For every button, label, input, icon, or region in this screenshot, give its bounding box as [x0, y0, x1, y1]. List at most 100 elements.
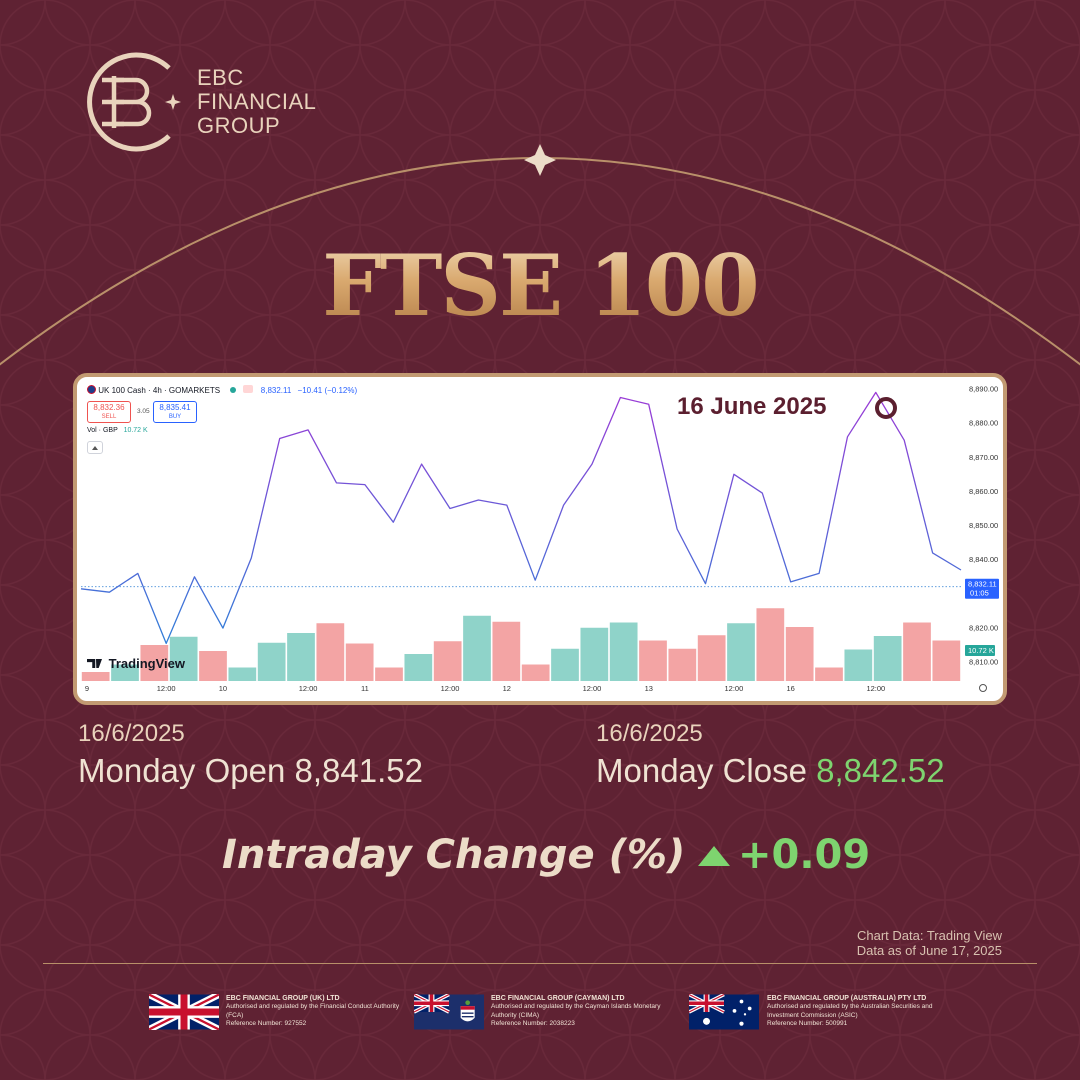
regulator-uk: EBC FINANCIAL GROUP (UK) LTD Authorised … [226, 994, 416, 1029]
y-tick-label: 8,820.00 [969, 624, 998, 633]
volume-bar [609, 622, 638, 681]
y-tick-label: 8,810.00 [969, 658, 998, 667]
x-tick-label: 10 [219, 684, 227, 693]
tradingview-logo: TradingView [87, 656, 185, 671]
sell-button[interactable]: 8,832.36 SELL [87, 401, 131, 423]
market-status-icon [230, 387, 237, 393]
close-date: 16/6/2025 [596, 720, 703, 747]
regulator-name: EBC FINANCIAL GROUP (UK) LTD [226, 995, 340, 1002]
volume-bar [639, 640, 667, 681]
sell-price: 8,832.36 [93, 403, 125, 412]
regulator-cayman: EBC FINANCIAL GROUP (CAYMAN) LTD Authori… [491, 994, 681, 1029]
source-line1: Chart Data: Trading View [857, 928, 1002, 943]
regulator-reference: Reference Number: 2038223 [491, 1020, 575, 1027]
chart-card: 8,810.008,820.008,830.008,840.008,850.00… [73, 373, 1007, 705]
current-price-tag-text: 8,832.11 [968, 580, 997, 589]
highlight-circle-icon [875, 397, 897, 419]
brand-name-line2: FINANCIAL [197, 89, 317, 114]
regulator-australia: EBC FINANCIAL GROUP (AUSTRALIA) PTY LTD … [767, 994, 957, 1029]
close-label: Monday Close [596, 752, 807, 789]
volume-bar [228, 667, 257, 681]
chart-header: UK 100 Cash · 4h · GOMARKETS 8,832.11 −1… [87, 385, 357, 395]
volume-bar [492, 621, 521, 681]
brand-name-line1: EBC [197, 65, 244, 90]
y-tick-label: 8,870.00 [969, 453, 998, 462]
volume-bar [433, 641, 462, 681]
last-price: 8,832.11 [260, 386, 292, 395]
volume-bar [169, 636, 198, 681]
volume-bar [932, 640, 961, 681]
volume-tag-text: 10.72 K [968, 646, 994, 655]
volume-bar [404, 654, 433, 681]
volume-bar [903, 622, 931, 681]
close-block: Monday Close 8,842.52 [596, 752, 945, 790]
buy-price: 8,835.41 [159, 403, 191, 412]
volume-bar [551, 648, 579, 681]
volume-bar [257, 642, 286, 681]
x-tick-label: 16 [787, 684, 795, 693]
y-tick-label: 8,850.00 [969, 521, 998, 530]
price-line [80, 391, 962, 645]
x-tick-label: 9 [85, 684, 89, 693]
volume-bar [580, 627, 609, 681]
volume-legend-value: 10.72 K [123, 427, 148, 434]
tradingview-logo-icon [87, 659, 102, 668]
collapse-legend-button[interactable] [87, 441, 103, 454]
volume-bar [785, 627, 814, 681]
volume-bar [463, 615, 491, 681]
brand-name-line3: GROUP [197, 113, 281, 138]
footer-divider [43, 963, 1037, 964]
volume-bar [727, 623, 755, 681]
close-value: 8,842.52 [816, 752, 945, 789]
buy-button[interactable]: 8,835.41 BUY [153, 401, 197, 423]
volume-legend: Vol · GBP 10.72 K [87, 427, 148, 434]
volume-legend-label: Vol · GBP [87, 427, 118, 434]
volume-bar [316, 623, 345, 681]
volume-bar [287, 633, 315, 681]
ebc-logo-icon [87, 52, 181, 152]
regulator-name: EBC FINANCIAL GROUP (CAYMAN) LTD [491, 995, 625, 1002]
x-tick-label: 12:00 [441, 684, 460, 693]
chevron-up-icon [92, 446, 98, 450]
x-tick-label: 12:00 [157, 684, 176, 693]
symbol-label: UK 100 Cash · 4h · GOMARKETS [98, 386, 221, 395]
page-title: FTSE 100 [0, 236, 1080, 335]
volume-bar [521, 664, 550, 681]
price-change: −10.41 (−0.12%) [297, 386, 358, 395]
buy-label: BUY [168, 414, 182, 420]
y-tick-label: 8,890.00 [969, 384, 998, 393]
current-price-tag [965, 578, 999, 599]
regulator-reference: Reference Number: 500991 [767, 1020, 848, 1027]
regulator-description: Authorised and regulated by the Financia… [226, 1003, 400, 1019]
regulator-name: EBC FINANCIAL GROUP (AUSTRALIA) PTY LTD [767, 995, 927, 1002]
volume-bar [756, 608, 785, 681]
source-line2: Data as of June 17, 2025 [856, 943, 1002, 958]
volume-bar [199, 651, 227, 681]
x-tick-label: 12:00 [725, 684, 744, 693]
sell-label: SELL [101, 414, 117, 420]
volume-bar [140, 645, 169, 681]
volume-bar [668, 648, 697, 681]
x-tick-label: 12:00 [866, 684, 885, 693]
x-tick-label: 12:00 [299, 684, 318, 693]
open-block: Monday Open 8,841.52 [78, 752, 423, 790]
settings-gear-icon [979, 684, 987, 692]
spread-value: 3.05 [137, 408, 150, 415]
tradingview-logo-text: TradingView [108, 656, 185, 671]
y-tick-label: 8,860.00 [969, 487, 998, 496]
y-tick-label: 8,880.00 [969, 419, 998, 428]
x-tick-label: 11 [361, 684, 369, 693]
regulator-description: Authorised and regulated by the Cayman I… [491, 1003, 661, 1019]
regulator-description: Authorised and regulated by the Australi… [767, 1003, 933, 1019]
price-chart: 8,810.008,820.008,830.008,840.008,850.00… [80, 384, 999, 693]
uk-flag-icon [87, 385, 96, 394]
open-date: 16/6/2025 [78, 720, 185, 747]
volume-bar [697, 635, 726, 681]
volume-bar [815, 667, 843, 681]
x-tick-label: 12:00 [583, 684, 602, 693]
indicator-icon [242, 385, 253, 393]
y-tick-label: 8,840.00 [969, 555, 998, 564]
intraday-change-label: Intraday Change (%) [222, 832, 686, 878]
volume-bar [375, 667, 403, 681]
cayman-flag-icon [414, 994, 484, 1030]
